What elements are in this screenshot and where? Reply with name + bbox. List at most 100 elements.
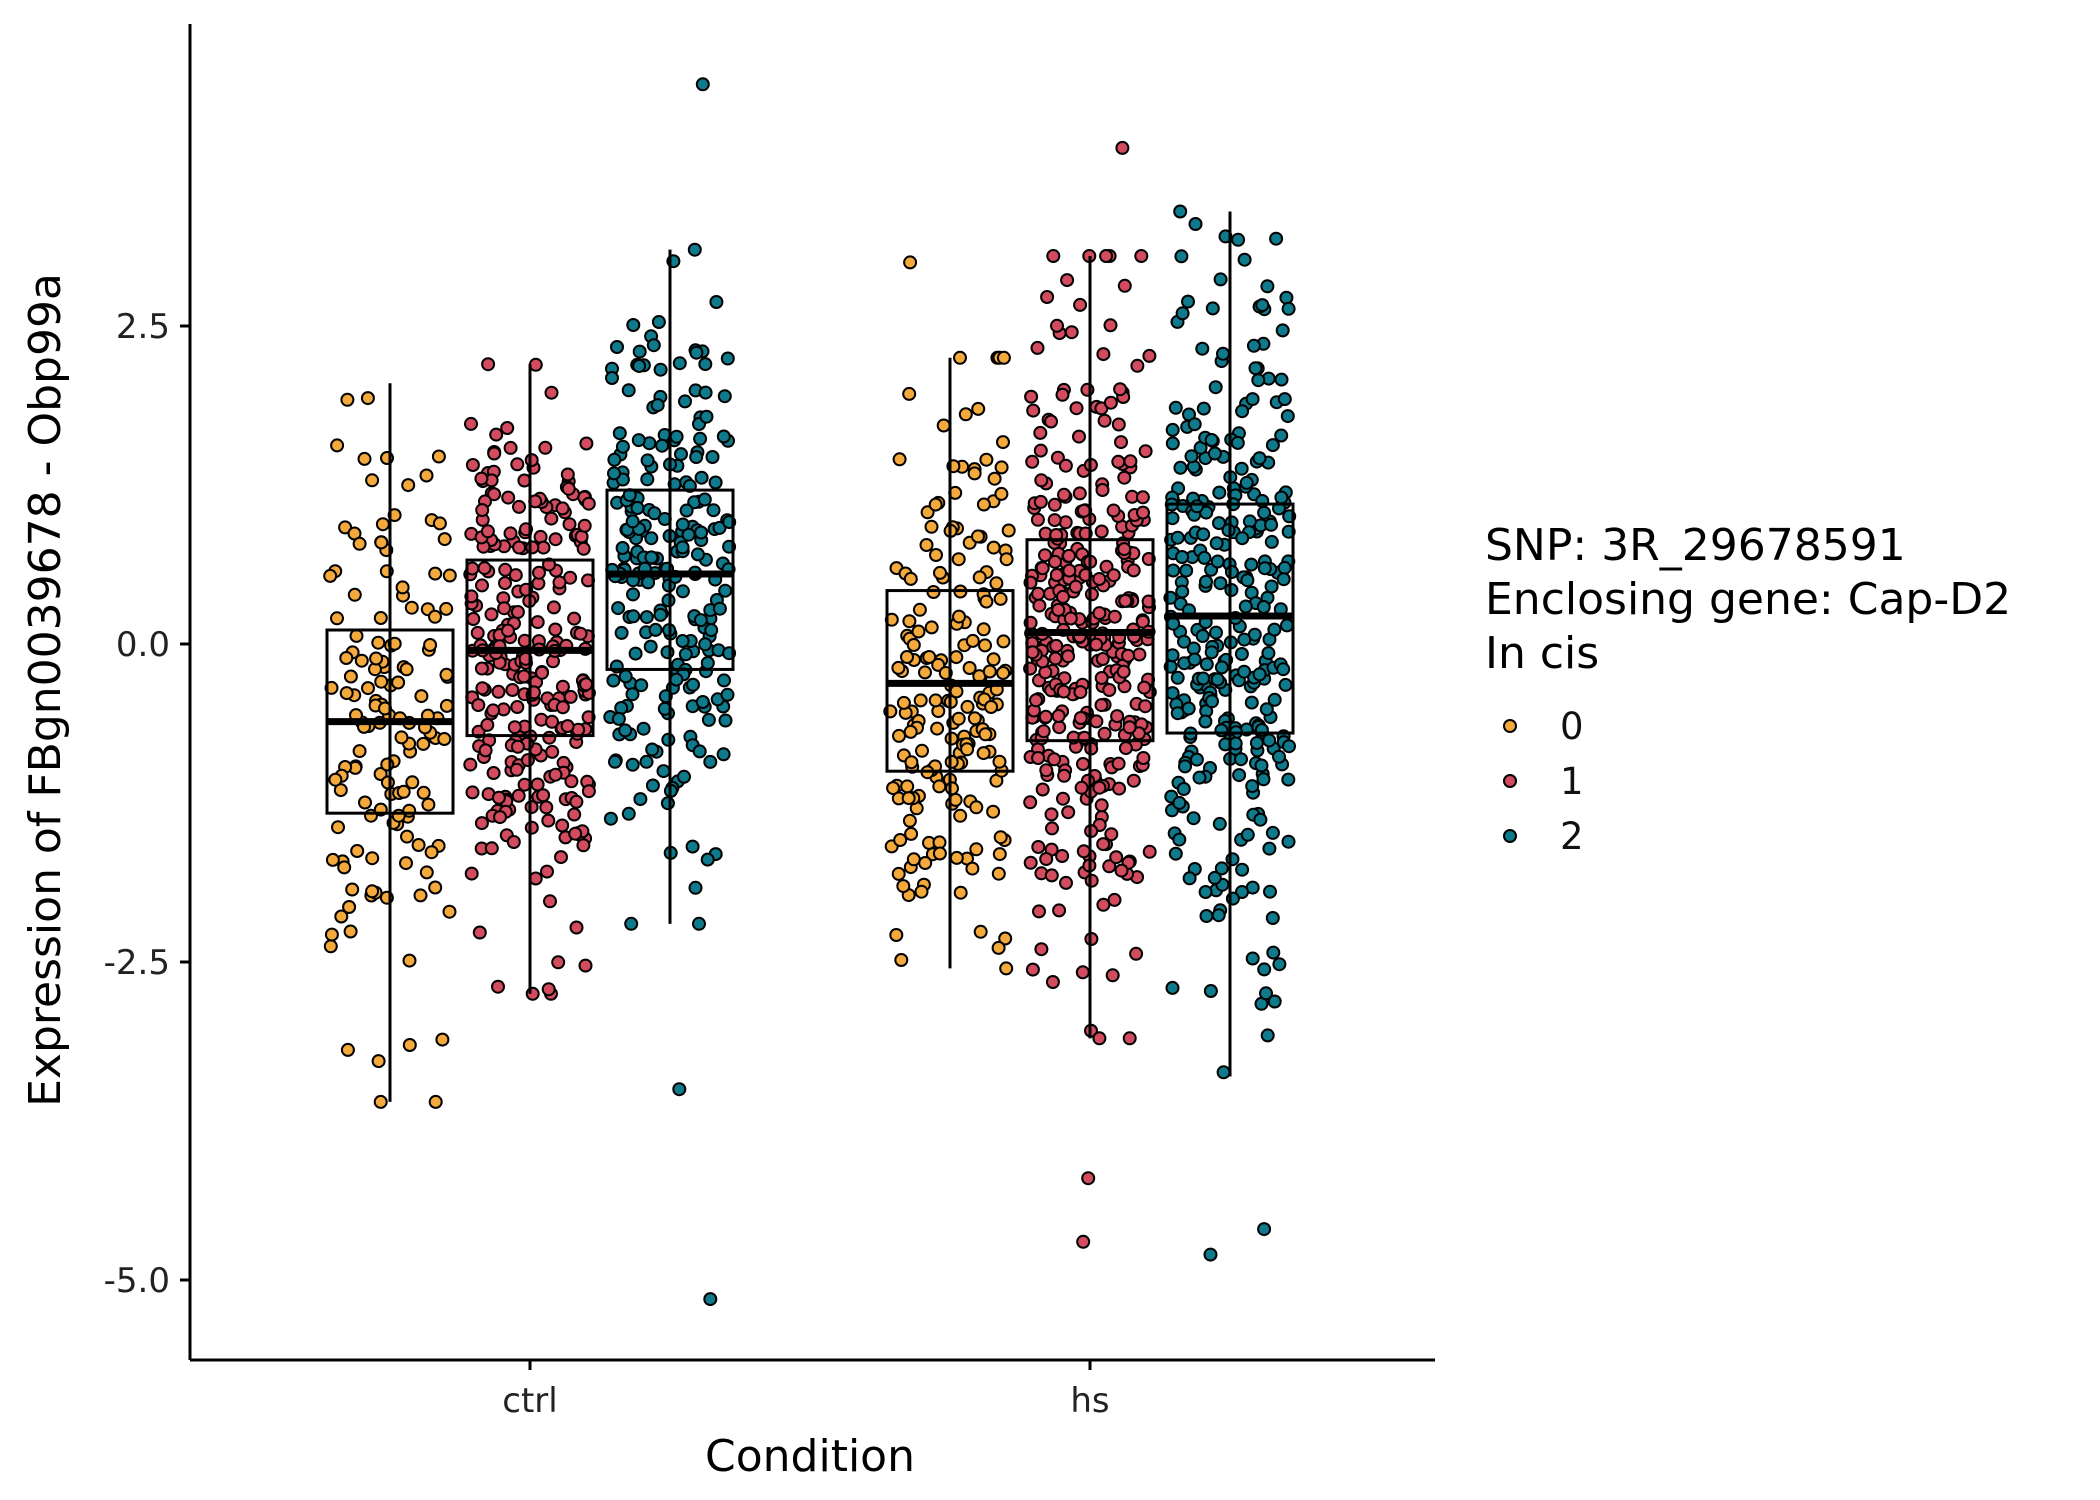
data-point — [1274, 428, 1289, 443]
data-point — [1196, 527, 1211, 542]
data-point — [1056, 684, 1071, 699]
data-point — [1188, 217, 1203, 231]
data-point — [1092, 1031, 1107, 1046]
data-point — [720, 351, 735, 366]
data-point — [1113, 382, 1128, 397]
data-point — [1245, 779, 1260, 794]
data-point — [986, 540, 1001, 555]
data-point — [487, 446, 502, 461]
data-point — [1072, 486, 1087, 501]
data-point — [1267, 994, 1282, 1009]
data-point — [1092, 606, 1107, 621]
data-point — [555, 679, 570, 694]
data-point — [1117, 542, 1132, 557]
data-point — [1207, 870, 1222, 885]
data-point — [576, 541, 591, 556]
data-point — [509, 762, 524, 777]
data-point — [1279, 290, 1294, 305]
data-point — [439, 698, 454, 713]
data-point — [1069, 401, 1084, 416]
data-point — [1282, 739, 1296, 754]
data-point — [1178, 759, 1192, 774]
data-point — [1248, 361, 1263, 376]
data-point — [697, 492, 712, 507]
data-point — [1275, 323, 1290, 338]
data-point — [672, 356, 687, 371]
data-point — [524, 820, 539, 835]
data-point — [949, 850, 964, 865]
data-point — [1050, 450, 1065, 465]
data-point — [428, 609, 442, 624]
data-point — [1253, 812, 1268, 827]
data-point — [323, 568, 338, 583]
data-point — [1094, 798, 1109, 813]
data-point — [1198, 714, 1213, 729]
data-point — [423, 638, 438, 652]
data-point — [536, 540, 551, 555]
data-point — [650, 398, 665, 413]
data-point — [669, 429, 684, 444]
data-point — [525, 540, 540, 555]
data-point — [1038, 709, 1053, 724]
data-point — [510, 739, 525, 754]
data-point — [579, 436, 594, 451]
data-point — [1030, 512, 1045, 527]
data-point — [1076, 503, 1091, 518]
data-point — [1118, 741, 1133, 756]
data-point — [675, 540, 690, 555]
data-point — [716, 429, 731, 444]
box-iqr — [1025, 538, 1155, 743]
data-point — [1259, 986, 1273, 1001]
data-point — [506, 835, 521, 849]
data-point — [945, 781, 959, 796]
data-point — [548, 532, 563, 547]
data-point — [1262, 841, 1277, 856]
data-point — [1039, 852, 1054, 866]
data-point — [953, 885, 968, 900]
data-point — [474, 816, 489, 831]
data-point — [612, 426, 627, 441]
data-point — [1106, 503, 1121, 518]
data-point — [342, 900, 357, 914]
data-point — [1264, 517, 1279, 532]
axes-layer — [188, 24, 1435, 1362]
data-point — [672, 1082, 687, 1097]
data-point — [1123, 454, 1138, 469]
data-point — [1117, 278, 1132, 293]
data-point — [951, 711, 966, 726]
data-point — [340, 392, 355, 407]
data-point — [700, 852, 715, 867]
data-point — [951, 552, 966, 567]
data-point — [1112, 781, 1127, 796]
data-point — [1225, 852, 1240, 867]
data-point — [439, 601, 454, 616]
data-point — [1135, 490, 1150, 505]
data-point — [1264, 534, 1279, 549]
data-point — [1026, 403, 1041, 418]
data-point — [901, 791, 916, 806]
data-point — [626, 318, 641, 332]
data-point — [555, 501, 570, 516]
data-point — [678, 394, 692, 409]
data-point — [656, 764, 671, 779]
data-point — [653, 607, 668, 622]
data-point — [1235, 531, 1250, 546]
data-point — [1142, 348, 1157, 363]
data-point — [1094, 671, 1109, 685]
data-point — [625, 687, 640, 702]
data-point — [967, 711, 982, 726]
data-point — [1121, 648, 1136, 663]
data-point — [1190, 499, 1204, 514]
data-point — [437, 532, 452, 547]
data-point — [541, 813, 556, 828]
data-point — [1137, 680, 1152, 695]
data-point — [1097, 726, 1112, 741]
data-point — [930, 721, 945, 736]
data-point — [958, 407, 973, 422]
data-point — [472, 925, 487, 940]
data-point — [1106, 568, 1121, 583]
data-point — [374, 674, 389, 689]
data-point — [1166, 563, 1181, 578]
data-point — [360, 391, 375, 406]
data-point — [913, 693, 928, 708]
